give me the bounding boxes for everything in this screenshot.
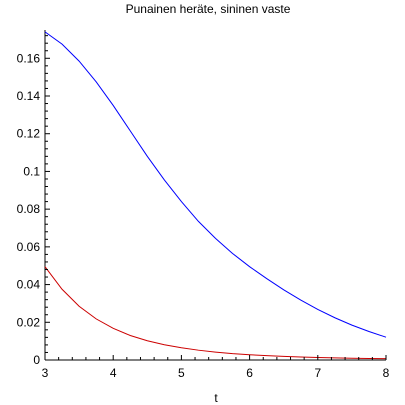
y-tick-label: 0.16 [17, 51, 41, 65]
series-layer [44, 31, 387, 360]
y-tick-label: 0.12 [17, 127, 41, 141]
x-tick-label: 8 [383, 366, 390, 380]
chart-title: Punainen heräte, sininen vaste [126, 2, 291, 16]
y-tick-label: 0.06 [17, 240, 41, 254]
y-tick-label: 0.1 [23, 164, 40, 178]
y-tick-label: 0.14 [17, 89, 41, 103]
y-tick-label: 0.02 [17, 315, 41, 329]
series-line-0 [44, 31, 387, 338]
axes [44, 30, 386, 361]
x-tick-label: 5 [178, 366, 185, 380]
series-line-1 [44, 266, 387, 360]
x-tick-label: 4 [110, 366, 117, 380]
y-tick-label: 0.04 [17, 278, 41, 292]
ticks: 3 4 5 6 7 8 0 0.02 0.04 0.06 0.08 0.1 0.12 0.14 0.16 [17, 35, 390, 380]
x-tick-label: 7 [314, 366, 321, 380]
x-axis-label: t [214, 391, 218, 405]
y-tick-label: 0.08 [17, 202, 41, 216]
x-tick-label: 6 [246, 366, 253, 380]
y-tick-label: 0 [33, 353, 40, 367]
x-tick-label: 3 [42, 366, 49, 380]
